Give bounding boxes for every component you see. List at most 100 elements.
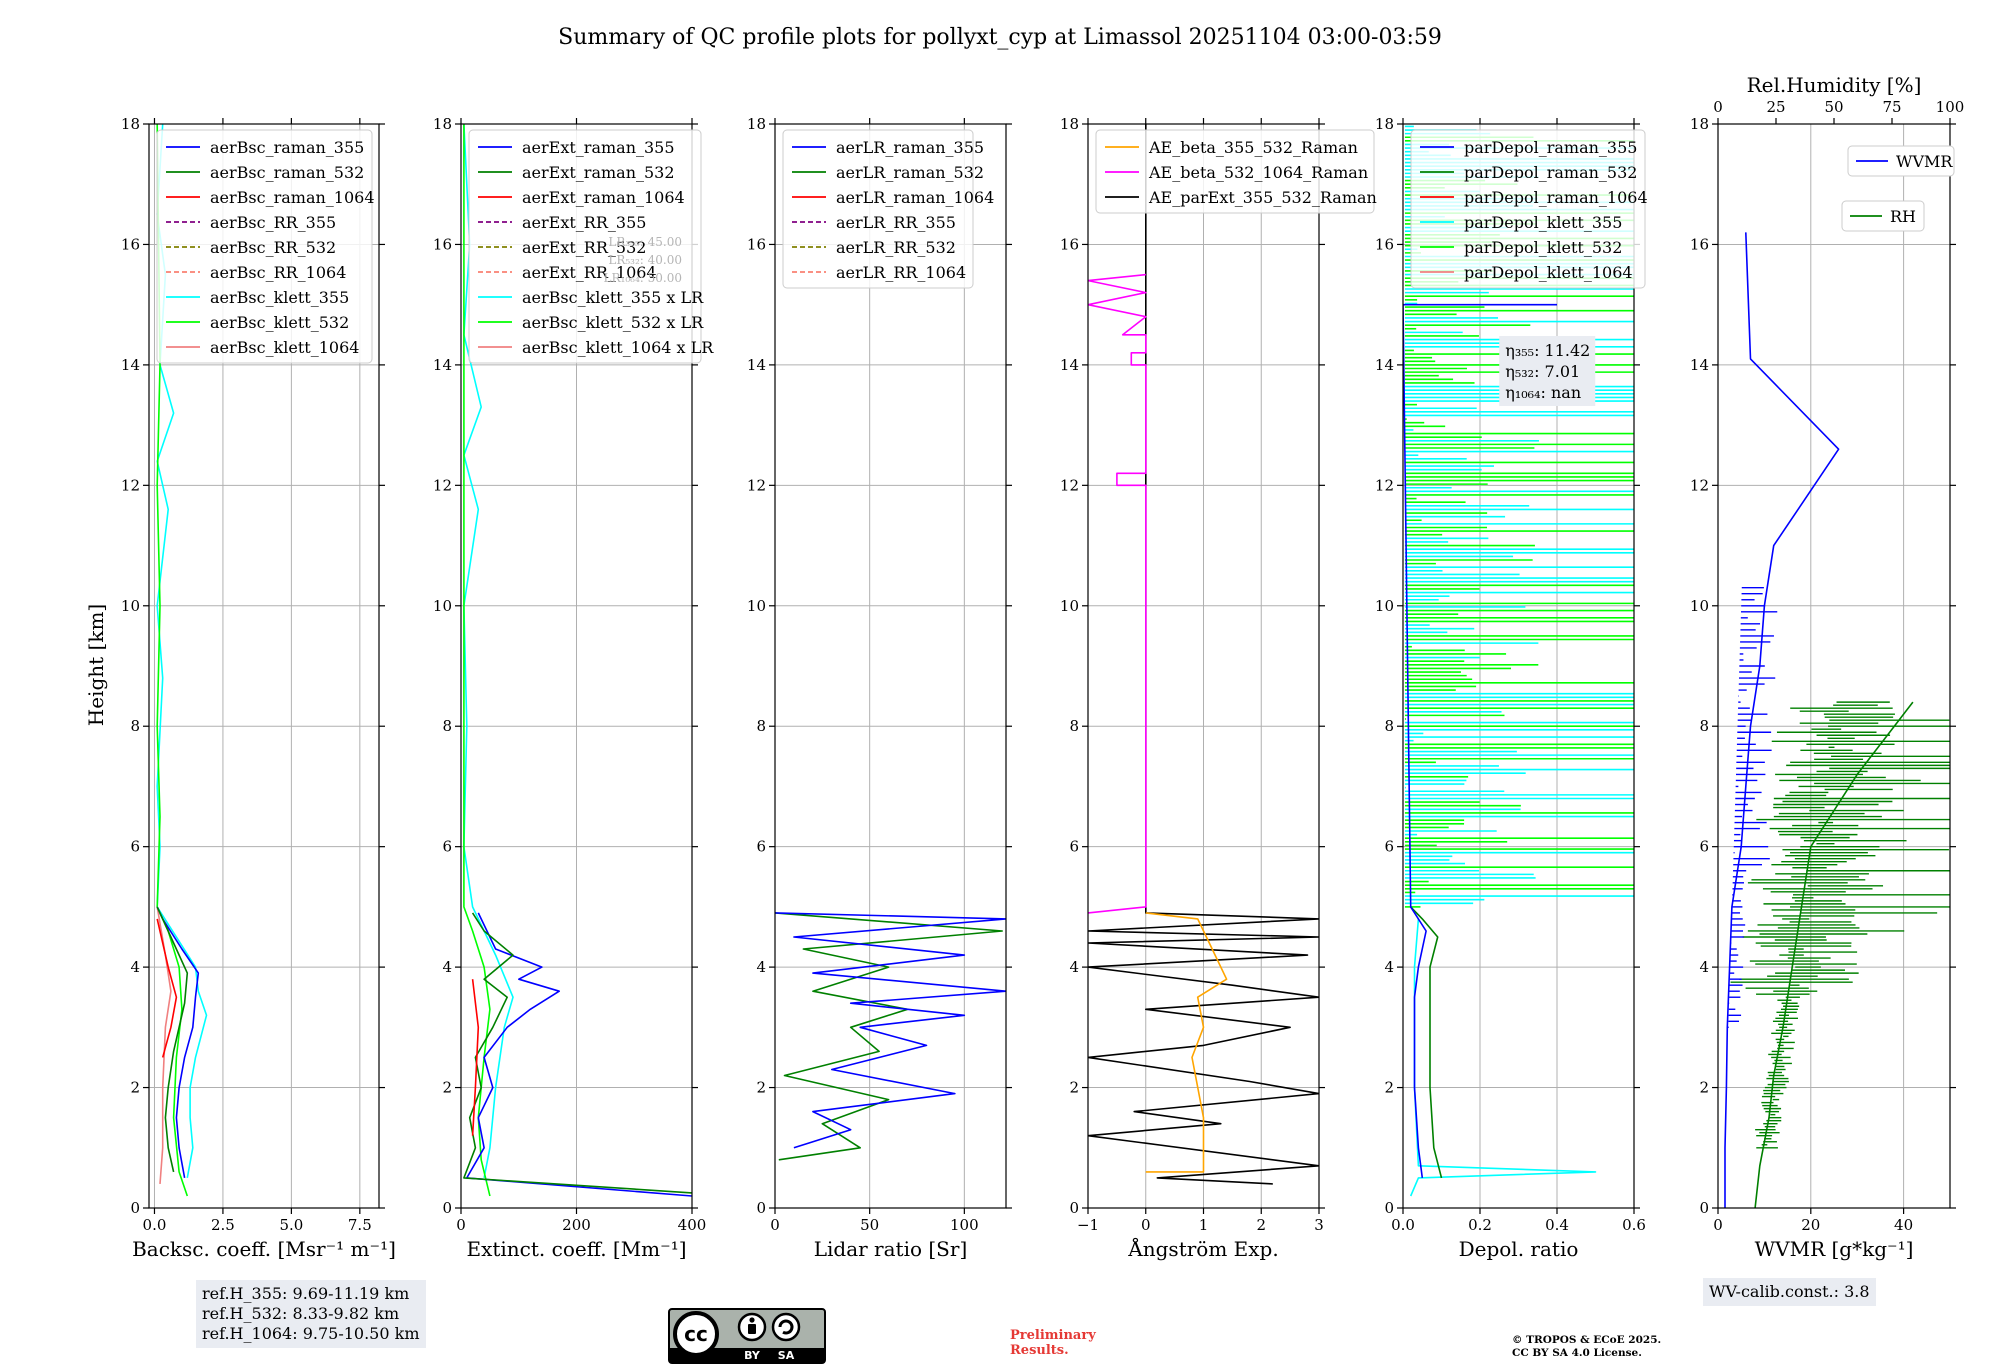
- copyright-line-2: CC BY SA 4.0 License.: [1512, 1347, 1642, 1359]
- legend-label: aerLR_raman_355: [836, 138, 984, 157]
- x2-tick-label: 75: [1882, 98, 1901, 116]
- legend-label: parDepol_raman_355: [1464, 138, 1637, 157]
- y-tick-label: 4: [1384, 958, 1394, 976]
- series-aerLR_raman_355: [775, 912, 1006, 1149]
- legend-box: [1095, 129, 1375, 214]
- series-AE_beta_532_1064_Raman: [1088, 273, 1147, 914]
- y-tick-label: 10: [1060, 597, 1079, 615]
- legend-label: aerBsc_RR_532: [210, 238, 336, 257]
- y-tick-label: 4: [756, 958, 766, 976]
- axes-frame: [774, 123, 1007, 1209]
- legend-label: parDepol_raman_532: [1464, 163, 1637, 182]
- sa-label: SA: [778, 1349, 795, 1362]
- series-parDepol_raman_532: [1410, 906, 1443, 1179]
- series-aerBsc_raman_1064: [156, 918, 178, 1058]
- x-tick-label: 40: [1894, 1216, 1913, 1234]
- legend-box: [1841, 200, 1925, 232]
- y-tick-label: 14: [1690, 356, 1709, 374]
- y-tick-label: 18: [433, 115, 452, 133]
- x-tick-label: 0.4: [1545, 1216, 1569, 1234]
- axes-frame: [1402, 123, 1635, 1209]
- legend-label: aerExt_raman_1064: [522, 188, 685, 207]
- wv-calib-value: WV-calib.const.: 3.8: [1709, 1282, 1870, 1301]
- x-axis-label: Depol. ratio: [1459, 1237, 1579, 1261]
- x-tick-label: 0: [1141, 1216, 1151, 1234]
- y-tick-label: 10: [1690, 597, 1709, 615]
- y-tick-label: 8: [1069, 717, 1079, 735]
- y-tick-label: 2: [1069, 1079, 1079, 1097]
- plot-area-extinction: [463, 124, 692, 1197]
- series-AE_parExt_355_532_Raman: [1088, 124, 1319, 1185]
- legend-box: [782, 129, 974, 289]
- legend-label: aerBsc_raman_1064: [210, 188, 375, 207]
- preliminary-line-1: Preliminary: [1010, 1328, 1096, 1343]
- legend-label: RH: [1890, 207, 1916, 226]
- x-tick-label: −1: [1077, 1216, 1099, 1234]
- lr-label: LR₁₀₆₄: 50.00: [604, 271, 682, 285]
- x-tick-label: 2.5: [211, 1216, 235, 1234]
- y-tick-label: 12: [433, 476, 452, 494]
- x-tick-label: 7.5: [348, 1216, 372, 1234]
- figure-title: Summary of QC profile plots for pollyxt_…: [558, 25, 1442, 50]
- legend-backscatter: aerBsc_raman_355 aerBsc_raman_532 aerBsc_r…: [156, 129, 375, 364]
- y-tick-label: 0: [1384, 1199, 1394, 1217]
- y-tick-label: 8: [1699, 717, 1709, 735]
- legend-label: parDepol_klett_355: [1464, 213, 1622, 232]
- legend-label: aerBsc_RR_355: [210, 213, 336, 232]
- y-tick-label: 8: [130, 717, 140, 735]
- legend-label: parDepol_klett_1064: [1464, 263, 1633, 282]
- legend-label: aerExt_RR_532: [522, 238, 646, 257]
- series-aerExt_raman_532: [463, 912, 692, 1194]
- series-aerBsc_klett_532 x LR: [463, 124, 491, 1197]
- legend-angstrom: AE_beta_355_532_Raman AE_beta_532_1064_Ra…: [1095, 129, 1377, 214]
- legend-extinction: aerExt_raman_355 aerExt_raman_532 aerExt_r…: [468, 129, 714, 364]
- by-label: BY: [744, 1349, 761, 1362]
- wv-calib-box: WV-calib.const.: 3.8: [1703, 1278, 1876, 1306]
- copyright-line-1: © TROPOS & ECoE 2025.: [1512, 1334, 1662, 1346]
- x-tick-label: 0.2: [1468, 1216, 1492, 1234]
- sa-share-icon: [771, 1312, 801, 1342]
- series-aerLR_raman_532: [775, 912, 1004, 1161]
- y-tick-label: 12: [1690, 476, 1709, 494]
- x2-axis-label: Rel.Humidity [%]: [1747, 73, 1922, 97]
- legend-label: aerExt_raman_532: [522, 163, 675, 182]
- panel-depol: 0 2 4 6 8 10 12 14 16 18 0.0 0.2 0.4 0.6 Depol. ratio p…: [1375, 115, 1648, 1261]
- x-tick-label: 0: [1713, 1216, 1723, 1234]
- series-RH: [1754, 701, 1914, 1208]
- y-tick-label: 2: [1384, 1079, 1394, 1097]
- y-tick-label: 2: [130, 1079, 140, 1097]
- x-tick-label: 100: [950, 1216, 979, 1234]
- legend-label: aerBsc_raman_355: [210, 138, 364, 157]
- x-tick-label: 0: [770, 1216, 780, 1234]
- eta-label: η₅₃₂: 7.01: [1505, 362, 1580, 381]
- y-tick-label: 18: [1375, 115, 1394, 133]
- preliminary-note: Preliminary Results.: [1010, 1328, 1096, 1358]
- series-aerBsc_klett_355: [156, 124, 208, 1179]
- eta-box: [1499, 336, 1596, 406]
- x-axis-label: Lidar ratio [Sr]: [814, 1237, 968, 1261]
- legend-box: [1410, 129, 1646, 289]
- y-tick-label: 12: [1060, 476, 1079, 494]
- legend-label: parDepol_klett_532: [1464, 238, 1622, 257]
- legend-label: aerExt_raman_355: [522, 138, 675, 157]
- x-axis-label: Backsc. coeff. [Msr⁻¹ m⁻¹]: [132, 1237, 396, 1261]
- y-tick-label: 2: [442, 1079, 452, 1097]
- legend-box: [1847, 145, 1955, 177]
- y-tick-label: 8: [442, 717, 452, 735]
- x-tick-label: 20: [1801, 1216, 1820, 1234]
- lr-label: LR₃₅₅: 45.00: [608, 235, 682, 249]
- y-tick-label: 8: [756, 717, 766, 735]
- x-tick-label: 0.0: [1391, 1216, 1415, 1234]
- y-tick-label: 14: [747, 356, 766, 374]
- legend-depol: parDepol_raman_355 parDepol_raman_532 parD…: [1410, 129, 1648, 289]
- y-tick-label: 6: [1384, 838, 1394, 856]
- y-tick-label: 16: [1060, 235, 1079, 253]
- x-axis-label: Ångström Exp.: [1127, 1236, 1278, 1261]
- legend-label: AE_parExt_355_532_Raman: [1148, 188, 1377, 207]
- legend-label: aerBsc_klett_1064 x LR: [522, 338, 714, 357]
- legend-label: aerLR_raman_1064: [836, 188, 994, 207]
- y-tick-label: 16: [1690, 235, 1709, 253]
